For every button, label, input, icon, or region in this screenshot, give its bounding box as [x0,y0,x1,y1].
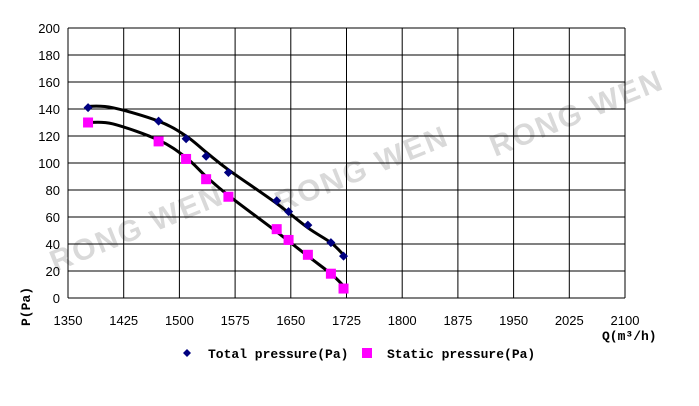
x-tick-label: 1800 [388,313,417,328]
x-tick-label: 1725 [332,313,361,328]
x-tick-label: 1875 [443,313,472,328]
y-tick-label: 140 [38,102,60,117]
static-pressure-point [153,136,164,147]
total-pressure-point [272,196,282,206]
total-pressure-point [201,151,211,161]
y-tick-labels: 0 20 40 60 80 100 120 140 160 180 200 [38,21,60,306]
y-axis-title: P(Pa) [19,287,34,326]
watermark-2: RONG WEN [270,120,453,220]
static-pressure-point [302,249,313,260]
total-pressure-point [181,134,191,144]
total-pressure-point [154,116,164,126]
y-tick-label: 180 [38,48,60,63]
y-tick-label: 60 [46,210,60,225]
static-pressure-point [83,117,94,128]
x-tick-label: 1575 [221,313,250,328]
total-pressure-curve [88,104,345,256]
y-tick-label: 20 [46,264,60,279]
y-tick-label: 200 [38,21,60,36]
series-markers [83,103,349,294]
legend-total-pressure-label: Total pressure(Pa) [208,347,348,362]
x-tick-label: 1650 [276,313,305,328]
y-tick-label: 100 [38,156,60,171]
static-pressure-point [338,283,349,294]
y-tick-label: 80 [46,183,60,198]
static-pressure-point [325,268,336,279]
static-pressure-point [283,234,294,245]
legend: Total pressure(Pa) Static pressure(Pa) [183,347,535,362]
static-pressure-point [223,191,234,202]
y-tick-label: 160 [38,75,60,90]
x-tick-label: 1950 [499,313,528,328]
x-tick-label: 2025 [555,313,584,328]
static-pressure-point [181,153,192,164]
x-tick-label: 1350 [54,313,83,328]
y-tick-label: 0 [53,291,60,306]
series-curves [88,104,345,287]
x-tick-label: 1425 [109,313,138,328]
x-tick-label: 2100 [611,313,640,328]
legend-static-pressure-label: Static pressure(Pa) [387,347,535,362]
total-pressure-point [326,238,336,248]
grid [67,27,626,299]
total-pressure-point [303,220,313,230]
total-pressure-point [223,167,233,177]
legend-static-pressure-marker [362,348,372,358]
legend-total-pressure-marker [183,349,191,357]
watermark-group: RONG WEN RONG WEN RONG WEN [45,64,668,279]
y-tick-label: 40 [46,237,60,252]
static-pressure-curve [88,120,345,287]
x-tick-labels: 1350 1425 1500 1575 1650 1725 1800 1875 1950 2025… [54,313,640,328]
watermark-1: RONG WEN [45,179,228,279]
x-tick-label: 1500 [165,313,194,328]
x-axis-title: Q(m³/h) [602,329,657,344]
watermark-3: RONG WEN [485,64,668,164]
total-pressure-point [83,103,93,113]
total-pressure-point [339,251,349,261]
y-tick-label: 120 [38,129,60,144]
static-pressure-point [271,224,282,235]
total-pressure-point [284,207,294,217]
static-pressure-point [201,174,212,185]
